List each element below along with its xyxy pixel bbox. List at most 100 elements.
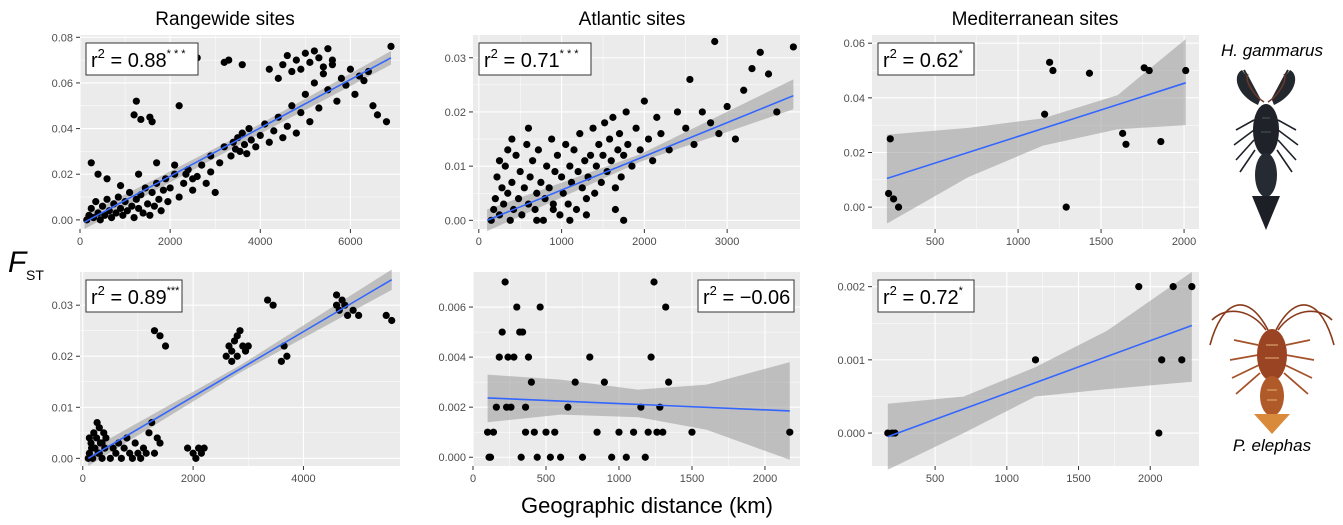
data-point: [628, 162, 636, 170]
data-point: [192, 454, 200, 462]
data-point: [1145, 66, 1153, 75]
data-point: [545, 184, 553, 192]
r2-significance-stars: *: [959, 285, 964, 297]
x-tick-label: 500: [926, 473, 944, 485]
data-point: [146, 211, 154, 219]
y-axis-label-main: F: [8, 246, 28, 279]
data-point: [609, 113, 617, 121]
data-point: [216, 159, 224, 167]
data-point: [521, 428, 530, 436]
data-point: [137, 115, 145, 124]
data-point: [119, 211, 127, 219]
r2-significance-stars: * * *: [167, 48, 187, 60]
data-point: [659, 428, 667, 436]
data-point: [686, 75, 694, 84]
data-point: [553, 151, 562, 159]
data-point: [517, 453, 525, 461]
data-point: [130, 213, 138, 222]
data-point: [629, 428, 638, 436]
data-point: [551, 428, 559, 436]
x-tick-label: 4000: [248, 236, 272, 248]
data-point: [608, 453, 616, 461]
data-point: [225, 56, 233, 64]
data-point: [884, 189, 893, 198]
data-point: [343, 311, 352, 319]
data-point: [139, 209, 147, 217]
data-point: [530, 428, 538, 436]
data-point: [562, 140, 570, 149]
data-point: [512, 151, 520, 159]
y-tick-label: 0.002: [837, 282, 865, 294]
x-axis-label: Geographic distance (km): [521, 493, 773, 518]
data-point: [101, 211, 109, 219]
data-point: [492, 403, 500, 411]
data-point: [536, 303, 544, 311]
y-tick-label: 0.06: [844, 38, 865, 50]
x-tick-label: 6000: [338, 236, 362, 248]
data-point: [283, 51, 291, 60]
data-point: [649, 157, 657, 165]
x-tick-label: 2000: [632, 236, 656, 248]
data-point: [156, 439, 164, 447]
data-point: [589, 124, 597, 132]
data-point: [277, 357, 285, 365]
data-point: [301, 90, 309, 98]
data-point: [632, 124, 640, 132]
data-point: [306, 118, 314, 126]
data-point: [586, 151, 595, 159]
y-tick-label: 0.08: [52, 32, 73, 44]
y-tick-label: 0.002: [438, 402, 466, 414]
data-point: [319, 70, 327, 78]
data-point: [640, 97, 648, 105]
data-point: [498, 328, 506, 336]
data-point: [233, 352, 241, 360]
data-point: [566, 216, 574, 224]
data-point: [582, 195, 591, 203]
data-point: [1178, 356, 1186, 364]
scatter-panel-0-1: 0 1000 2000 3000 0.00 0.01 0.02 0.03 r2 = 0.71* …: [445, 35, 800, 248]
data-point: [207, 168, 215, 176]
data-point: [789, 43, 797, 51]
scatter-panel-0-0: 0 2000 4000 6000 0.00 0.02 0.04 0.06 0.08 r2 = 0.…: [52, 32, 400, 248]
data-point: [351, 90, 359, 98]
x-tick-label: 0: [476, 236, 482, 248]
y-tick-label: 0.02: [844, 147, 865, 159]
data-point: [502, 403, 511, 411]
x-tick-label: 500: [537, 473, 555, 485]
data-point: [886, 135, 894, 143]
data-point: [292, 56, 300, 64]
data-point: [514, 195, 523, 203]
r2-value: = 0.88: [105, 50, 167, 72]
data-point: [706, 119, 715, 127]
data-point: [132, 97, 140, 105]
y-tick-label: 0.00: [844, 202, 865, 214]
y-tick-label: 0.02: [52, 169, 73, 181]
data-point: [382, 311, 390, 319]
data-point: [501, 162, 509, 170]
data-point: [279, 61, 287, 69]
data-point: [504, 189, 512, 197]
x-tick-label: 0: [80, 473, 86, 485]
regression-line: [886, 82, 1186, 180]
data-point: [94, 170, 102, 178]
x-tick-label: 1000: [549, 236, 573, 248]
data-point: [279, 134, 287, 142]
data-point: [657, 130, 665, 138]
y-tick-label: 0.01: [52, 402, 73, 414]
data-point: [103, 195, 111, 203]
data-point: [142, 449, 150, 457]
r2-annotation: r2 = 0.89***: [91, 283, 180, 309]
data-point: [622, 108, 630, 116]
data-point: [1158, 356, 1166, 364]
data-point: [571, 378, 579, 386]
data-point: [531, 205, 539, 214]
data-point: [92, 434, 101, 442]
species-label-top: H. gammarus: [1221, 41, 1324, 60]
r2-exponent: 2: [710, 283, 717, 298]
y-axis-label: F ST: [8, 246, 44, 283]
data-point: [698, 108, 706, 116]
data-point: [673, 108, 682, 116]
data-point: [328, 56, 336, 64]
regression-line: [887, 324, 1193, 438]
data-point: [506, 216, 514, 224]
